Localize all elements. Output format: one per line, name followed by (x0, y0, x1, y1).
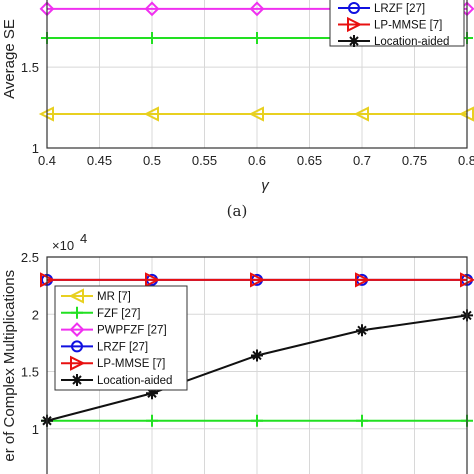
plot-frame (46, 0, 468, 149)
plot-frame (46, 256, 468, 474)
legend-box (54, 285, 188, 391)
legend-marker (70, 355, 86, 371)
legend-label: MR [7] (97, 291, 131, 303)
legend-label: Location-aided (97, 375, 172, 387)
series-marker-0 (143, 106, 159, 122)
chart-a: 0.40.450.50.550.60.650.70.750.811.52LRZF… (1, 0, 474, 194)
y-exponent-power: 4 (80, 231, 87, 246)
legend: MR [7] FZF [27] PWPFZF [27] LRZF [27] LP-MMS… (54, 285, 188, 391)
legend: LRZF [27] LP-MMSE [7] Location-aided (329, 0, 465, 48)
legend-label: LP-MMSE [7] (97, 358, 165, 370)
caption-a: (a) (227, 202, 248, 220)
y-tick-label: 1.5 (21, 365, 39, 380)
series-marker-1 (146, 414, 158, 427)
legend-marker (68, 288, 84, 304)
legend-label: FZF [27] (97, 308, 140, 320)
y-axis-label: Average SE (1, 19, 18, 99)
legend-marker (348, 35, 360, 47)
y-axis-label: er of Complex Multiplications (1, 270, 18, 462)
series-marker-1 (356, 414, 368, 427)
y-tick-label: 1.5 (21, 60, 39, 75)
series-marker-1 (251, 414, 263, 427)
legend-label: PWPFZF [27] (97, 325, 167, 337)
legend-marker (71, 340, 83, 353)
series-marker-2 (249, 1, 265, 17)
legend-label: Location-aided (374, 36, 449, 48)
y-tick-label: 1 (32, 422, 39, 437)
series-marker-2 (144, 1, 160, 17)
legend-label: LRZF [27] (97, 341, 148, 353)
series-marker-4 (250, 272, 266, 288)
x-tick-label: 0.75 (402, 153, 427, 168)
legend-marker (71, 374, 83, 386)
series-marker-4 (355, 272, 371, 288)
legend-marker (347, 16, 363, 33)
x-tick-label: 0.5 (143, 153, 161, 168)
legend-marker (71, 306, 83, 319)
y-exponent-label: ×10 (52, 238, 74, 253)
legend-marker (69, 322, 85, 338)
series-marker-5 (251, 349, 263, 362)
y-tick-label: 2.5 (21, 250, 39, 265)
series-marker-0 (248, 106, 264, 122)
legend-label: LRZF [27] (374, 3, 425, 15)
y-tick-label: 2 (32, 307, 39, 322)
series-marker-0 (353, 106, 369, 122)
chart-b: 1 1.5 2 2.5 ×10 4 MR [7] FZF [27] PWPFZF [27] LRZ… (1, 231, 474, 474)
series-marker-1 (251, 31, 263, 44)
x-tick-label: 0.65 (297, 153, 322, 168)
series-marker-5 (146, 387, 158, 400)
x-tick-label: 0.6 (248, 153, 266, 168)
x-tick-label: 0.45 (87, 153, 112, 168)
x-tick-label: 0.8 (458, 153, 474, 168)
legend-label: LP-MMSE [7] (374, 20, 442, 32)
x-axis-label: γ (261, 177, 270, 194)
x-tick-label: 0.4 (38, 153, 56, 168)
y-tick-label: 1 (32, 141, 39, 156)
x-tick-label: 0.55 (192, 153, 217, 168)
series-marker-1 (146, 31, 158, 44)
series-marker-4 (145, 272, 161, 288)
x-tick-label: 0.7 (353, 153, 371, 168)
legend-marker (348, 2, 360, 14)
series-marker-5 (356, 324, 368, 337)
